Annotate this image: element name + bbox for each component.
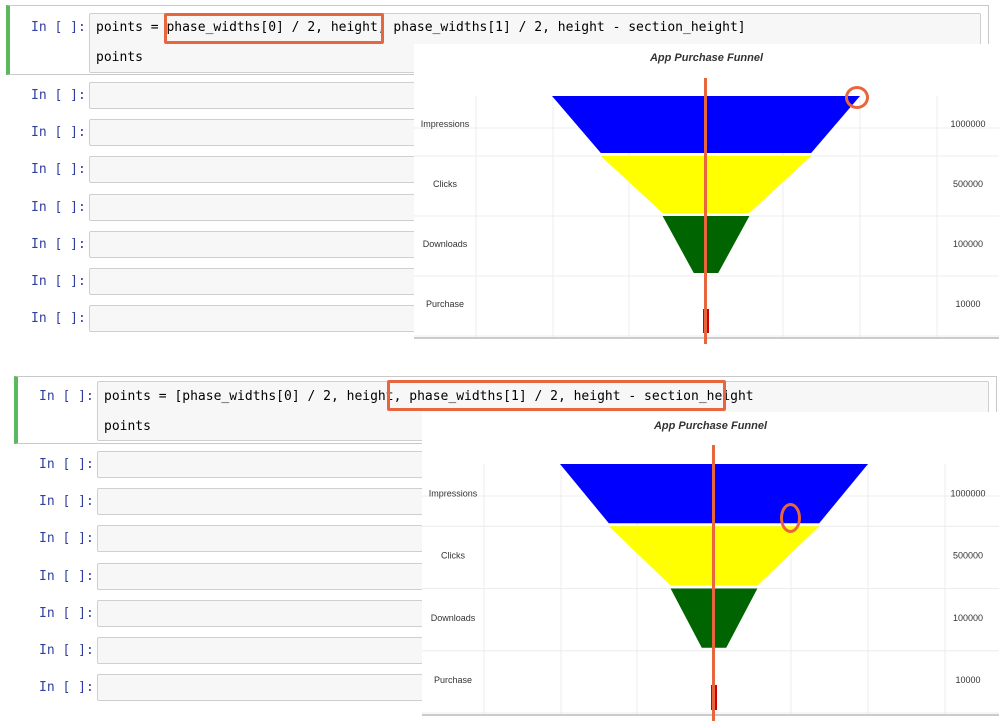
value-label: 10000 (955, 675, 980, 685)
category-label: Impressions (429, 488, 478, 498)
value-label: 10000 (955, 299, 980, 309)
cell-prompt: In [ ]: (31, 162, 86, 177)
code-line-1: points = phase_widths[0] / 2, height, ph… (96, 20, 746, 35)
red-marker-line (712, 445, 715, 721)
category-label: Purchase (426, 299, 464, 309)
bottom-notebook-panel: In [ ]: points = [phase_widths[0] / 2, h… (0, 376, 999, 721)
value-label: 100000 (953, 613, 983, 623)
category-label: Downloads (431, 613, 476, 623)
cell-prompt: In [ ]: (39, 680, 94, 695)
cell-prompt: In [ ]: (39, 494, 94, 509)
cell-prompt: In [ ]: (31, 200, 86, 215)
cell-prompt: In [ ]: (31, 125, 86, 140)
highlight-box (387, 380, 726, 411)
red-marker-line (704, 78, 707, 344)
cell-prompt: In [ ]: (39, 569, 94, 584)
category-label: Clicks (441, 551, 465, 561)
chart-title: App Purchase Funnel (649, 52, 764, 64)
value-label: 1000000 (950, 119, 985, 129)
category-label: Downloads (423, 239, 468, 249)
category-label: Impressions (421, 119, 470, 129)
highlight-box (164, 13, 384, 44)
value-label: 500000 (953, 179, 983, 189)
value-label: 100000 (953, 239, 983, 249)
code-line-2: points (104, 419, 151, 434)
value-label: 1000000 (950, 488, 985, 498)
highlight-circle (845, 86, 869, 109)
code-line-1: points = [phase_widths[0] / 2, height, p… (104, 389, 754, 404)
cell-prompt: In [ ]: (39, 389, 94, 404)
code-line-1-prefix: points = (96, 20, 167, 35)
chart-title: App Purchase Funnel (653, 420, 768, 432)
cell-prompt: In [ ]: (39, 531, 94, 546)
top-notebook-panel: In [ ]: points = phase_widths[0] / 2, he… (0, 0, 999, 345)
category-label: Clicks (433, 179, 457, 189)
cell-prompt: In [ ]: (31, 274, 86, 289)
cell-prompt: In [ ]: (31, 20, 86, 35)
code-line-1-rest: phase_widths[0] / 2, height, phase_width… (166, 20, 746, 35)
panel-separator (0, 345, 999, 376)
cell-prompt: In [ ]: (39, 606, 94, 621)
funnel-chart: App Purchase Funnel Impressions 1000000 Cli… (422, 420, 999, 716)
cell-prompt: In [ ]: (39, 457, 94, 472)
code-line-2: points (96, 50, 143, 65)
category-label: Purchase (434, 675, 472, 685)
cell-prompt: In [ ]: (31, 237, 86, 252)
cell-prompt: In [ ]: (31, 311, 86, 326)
value-label: 500000 (953, 551, 983, 561)
cell-prompt: In [ ]: (39, 643, 94, 658)
highlight-circle (780, 503, 801, 533)
cell-prompt: In [ ]: (31, 88, 86, 103)
funnel-chart-container: App Purchase Funnel Impressions 1000000 Cli… (422, 412, 999, 721)
